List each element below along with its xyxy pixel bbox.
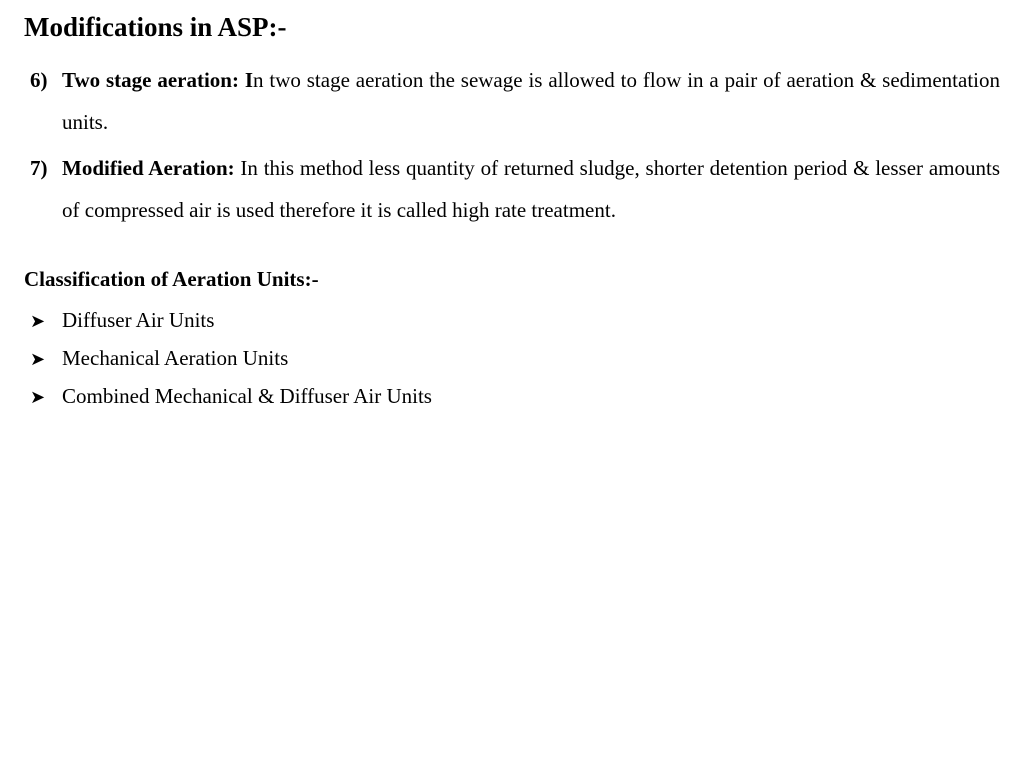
list-item: ➤ Combined Mechanical & Diffuser Air Uni… bbox=[30, 378, 1000, 416]
classification-heading: Classification of Aeration Units:- bbox=[24, 267, 1000, 292]
modifications-list: 6) Two stage aeration: In two stage aera… bbox=[24, 59, 1000, 231]
item-lead: Two stage aeration: I bbox=[62, 68, 253, 92]
bullet-text: Combined Mechanical & Diffuser Air Units bbox=[62, 378, 432, 416]
chevron-right-icon: ➤ bbox=[30, 381, 62, 413]
bullet-text: Mechanical Aeration Units bbox=[62, 340, 288, 378]
list-item: ➤ Mechanical Aeration Units bbox=[30, 340, 1000, 378]
item-marker: 7) bbox=[24, 147, 62, 231]
chevron-right-icon: ➤ bbox=[30, 305, 62, 337]
list-item: ➤ Diffuser Air Units bbox=[30, 302, 1000, 340]
list-item: 7) Modified Aeration: In this method les… bbox=[24, 147, 1000, 231]
bullet-text: Diffuser Air Units bbox=[62, 302, 214, 340]
item-body: Modified Aeration: In this method less q… bbox=[62, 147, 1000, 231]
item-body: Two stage aeration: In two stage aeratio… bbox=[62, 59, 1000, 143]
classification-list: ➤ Diffuser Air Units ➤ Mechanical Aerati… bbox=[24, 302, 1000, 415]
item-marker: 6) bbox=[24, 59, 62, 143]
list-item: 6) Two stage aeration: In two stage aera… bbox=[24, 59, 1000, 143]
page-title: Modifications in ASP:- bbox=[24, 12, 1000, 43]
item-lead: Modified Aeration: bbox=[62, 156, 240, 180]
chevron-right-icon: ➤ bbox=[30, 343, 62, 375]
